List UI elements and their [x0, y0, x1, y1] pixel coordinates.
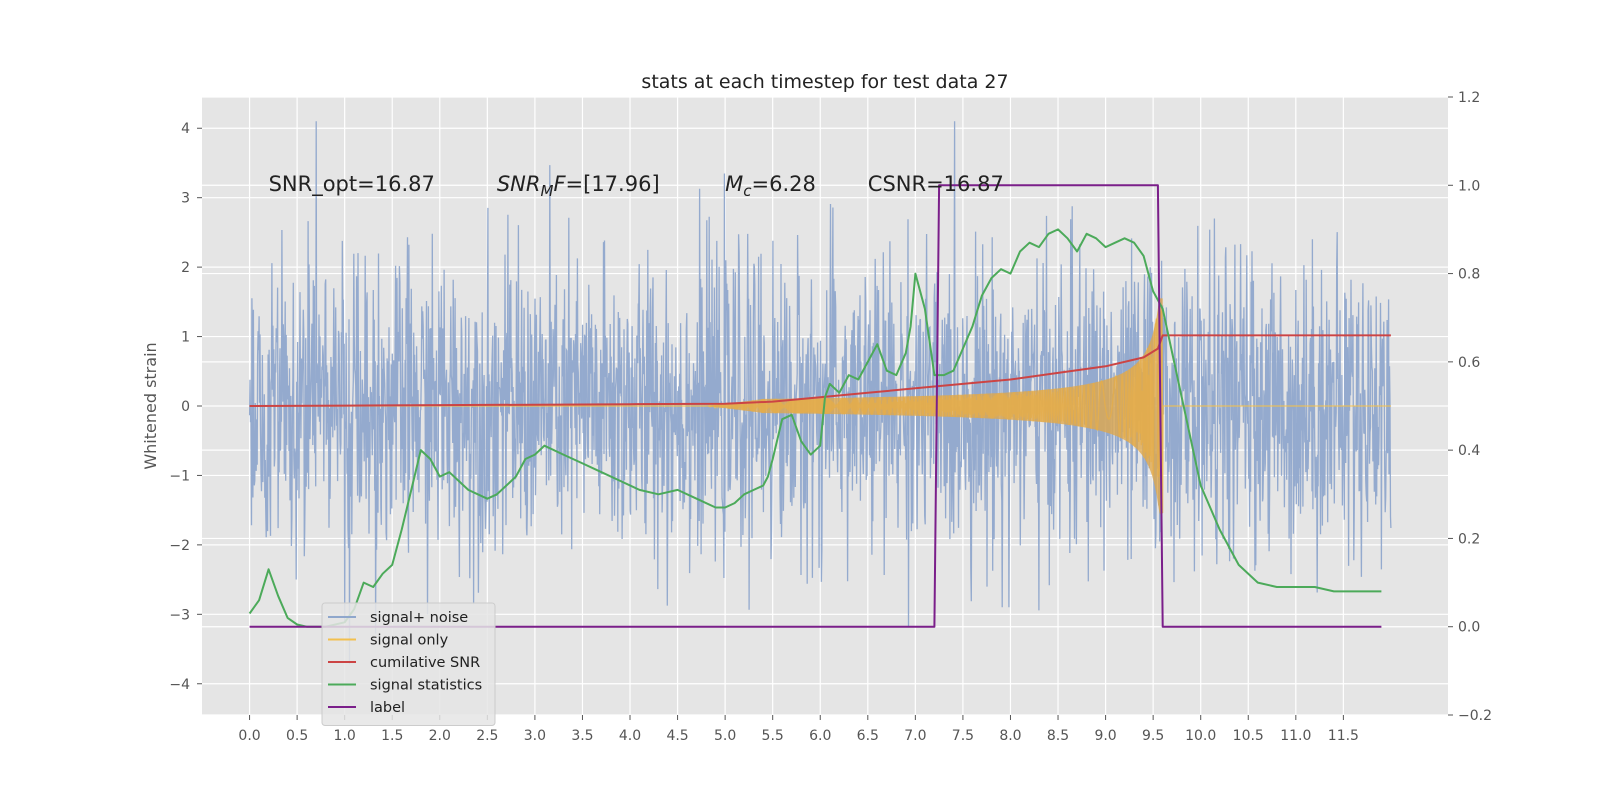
x-tick-label: 8.0 — [999, 728, 1021, 744]
signal-noise-line — [248, 121, 1392, 665]
annotation-rest: =6.28 — [752, 172, 816, 196]
x-tick-label: 7.5 — [952, 728, 974, 744]
y-tick-label: −1 — [169, 468, 190, 484]
x-tick-label: 11.0 — [1280, 728, 1311, 744]
x-tick-label: 0.5 — [286, 728, 308, 744]
y-right-tick-label: 0.8 — [1458, 267, 1480, 283]
y-tick-label: −4 — [169, 677, 190, 693]
x-tick-label: 6.0 — [809, 728, 831, 744]
x-tick-label: 10.5 — [1233, 728, 1264, 744]
series-signal-noise — [248, 121, 1392, 665]
legend-label: signal statistics — [370, 678, 482, 694]
y-right-tick-label: 0.4 — [1458, 443, 1480, 459]
y-right-tick-label: 0.6 — [1458, 355, 1480, 371]
x-tick-label: 2.5 — [476, 728, 498, 744]
legend-label: signal+ noise — [370, 610, 468, 626]
legend-label: cumilative SNR — [370, 655, 480, 671]
x-tick-label: 1.5 — [381, 728, 403, 744]
y-right-tick-label: 0.0 — [1458, 620, 1480, 636]
y-right-tick-label: 1.2 — [1458, 90, 1480, 106]
y-tick-label: 4 — [181, 121, 190, 137]
x-tick-label: 5.0 — [714, 728, 736, 744]
x-tick-label: 3.5 — [571, 728, 593, 744]
y-tick-label: −2 — [169, 538, 190, 554]
legend-entry: label — [328, 700, 405, 716]
legend-entry: signal only — [328, 633, 449, 649]
signal-only-envelope — [706, 298, 1163, 514]
annotation-symbol: SNR — [497, 172, 541, 196]
y-right-tick-label: −0.2 — [1458, 708, 1492, 724]
series-signal-statistics-line — [248, 228, 1382, 628]
series-lines — [248, 184, 1391, 628]
x-tick-label: 6.5 — [857, 728, 879, 744]
y-right-tick-label: 1.0 — [1458, 178, 1480, 194]
annotations: SNR_opt=16.87 SNRMF=[17.96] Mc=6.28 CSNR=16… — [269, 172, 1004, 200]
y-tick-label: 3 — [181, 191, 190, 207]
x-tick-label: 7.0 — [904, 728, 926, 744]
y-tick-label: 1 — [181, 330, 190, 346]
annotation-subscript: M — [540, 182, 553, 200]
y-axis-title: Whitened strain — [141, 342, 160, 469]
series-label-line — [249, 184, 1382, 628]
x-axis: 0.0 0.5 1.0 1.5 2.0 2.5 3.0 3.5 4.0 4.5 5.0 5.5 6.0 6… — [238, 715, 1359, 744]
y-axis-left: 4 3 2 1 0 −1 −2 −3 −4 — [169, 121, 202, 693]
x-tick-label: 11.5 — [1328, 728, 1359, 744]
legend-label: signal only — [370, 633, 449, 649]
x-tick-label: 4.5 — [666, 728, 688, 744]
legend-entry: signal+ noise — [328, 610, 468, 626]
x-tick-label: 8.5 — [1047, 728, 1069, 744]
y-tick-label: 2 — [181, 260, 190, 276]
legend-entry: cumilative SNR — [328, 655, 480, 671]
legend-label: label — [370, 700, 405, 716]
x-tick-label: 3.0 — [524, 728, 546, 744]
y-tick-label: 0 — [181, 399, 190, 415]
legend: signal+ noise signal only cumilative SNR si… — [321, 602, 496, 726]
annotation-subscript: c — [743, 182, 752, 200]
annotation: Mc=6.28 — [725, 172, 816, 200]
x-tick-label: 2.0 — [429, 728, 451, 744]
annotation: SNRMF=[17.96] — [497, 172, 660, 200]
legend-box — [321, 602, 496, 726]
y-axis-right: 1.2 1.0 0.8 0.6 0.4 0.2 0.0 −0.2 — [1448, 90, 1492, 724]
x-tick-label: 1.0 — [334, 728, 356, 744]
annotation: SNR_opt=16.87 — [269, 172, 435, 197]
x-tick-label: 4.0 — [619, 728, 641, 744]
x-tick-label: 0.0 — [238, 728, 260, 744]
chart-title: stats at each timestep for test data 27 — [641, 71, 1008, 93]
x-tick-label: 10.0 — [1185, 728, 1216, 744]
legend-entry: signal statistics — [328, 678, 482, 694]
annotation: CSNR=16.87 — [868, 172, 1004, 196]
x-tick-label: 5.5 — [762, 728, 784, 744]
x-tick-label: 9.5 — [1142, 728, 1164, 744]
series-cumilative-snr-line — [249, 334, 1391, 407]
annotation-symbol: M — [725, 172, 743, 196]
y-right-tick-label: 0.2 — [1458, 531, 1480, 547]
y-tick-label: −3 — [169, 607, 190, 623]
x-tick-label: 9.0 — [1094, 728, 1116, 744]
